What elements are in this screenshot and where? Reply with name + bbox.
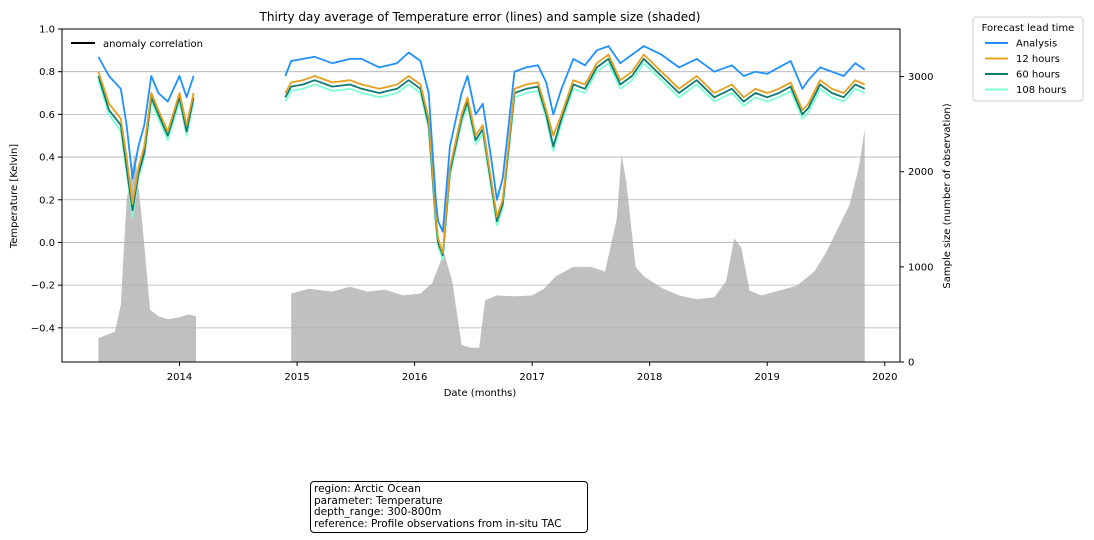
x-tick-label: 2014 — [167, 372, 192, 383]
y-tick-label: 0.8 — [39, 67, 55, 78]
series-line-12-hours — [97, 53, 866, 254]
x-tick-label: 2020 — [872, 372, 897, 383]
series-line-analysis — [97, 45, 866, 233]
info-line-region: region: Arctic Ocean — [314, 483, 421, 495]
y-tick-label: 0.4 — [39, 153, 55, 164]
series-line-60-hours — [97, 58, 866, 257]
y-axis-right: 0 1000 2000 3000 — [900, 72, 933, 369]
grid — [62, 28, 900, 329]
legend: Forecast lead time Analysis 12 hours 60 ho… — [972, 16, 1084, 102]
legend-box — [972, 16, 1084, 102]
y-axis-right-label: Sample size (number of observation) — [942, 103, 953, 288]
sample-size-segment — [98, 152, 196, 362]
inner-legend-label: anomaly correlation — [103, 39, 203, 50]
y-axis-left: −0.4 −0.2 0.0 0.2 0.4 0.6 0.8 1.0 — [31, 25, 62, 334]
y-tick-label: −0.4 — [31, 323, 55, 334]
info-line-reference: reference: Profile observations from in-… — [314, 517, 562, 530]
x-axis: 2014 2015 2016 2017 2018 2019 2020 — [167, 362, 897, 383]
legend-entry-label: Analysis — [1016, 39, 1057, 50]
y-tick-label: 0.0 — [39, 238, 55, 249]
info-line-depth-range: depth_range: 300-800m — [314, 506, 442, 518]
y-right-tick-label: 1000 — [908, 262, 933, 273]
x-tick-label: 2015 — [284, 372, 309, 383]
legend-entry-label: 60 hours — [1016, 70, 1060, 81]
y-right-tick-label: 3000 — [908, 72, 933, 83]
info-box: region: Arctic Ocean parameter: Temperat… — [310, 481, 588, 533]
chart-title: Thirty day average of Temperature error … — [259, 10, 701, 24]
x-tick-label: 2017 — [519, 372, 544, 383]
series-lines — [97, 45, 866, 261]
x-tick-label: 2016 — [402, 372, 427, 383]
y-tick-label: 0.2 — [39, 195, 55, 206]
info-line-parameter: parameter: Temperature — [314, 494, 443, 507]
inner-legend: anomaly correlation — [71, 39, 203, 50]
y-right-tick-label: 0 — [908, 358, 914, 369]
sample-size-segment — [291, 128, 865, 362]
legend-title: Forecast lead time — [982, 23, 1075, 34]
y-tick-label: −0.2 — [31, 281, 55, 292]
x-axis-label: Date (months) — [444, 388, 517, 399]
x-tick-label: 2019 — [754, 372, 779, 383]
y-tick-label: 1.0 — [39, 25, 55, 36]
legend-entries: Analysis 12 hours 60 hours 108 hours — [985, 39, 1066, 96]
y-right-tick-label: 2000 — [908, 167, 933, 178]
x-tick-label: 2018 — [637, 372, 662, 383]
legend-entry-label: 12 hours — [1016, 54, 1060, 65]
y-axis-label: Temperature [Kelvin] — [9, 144, 20, 249]
legend-entry-label: 108 hours — [1016, 85, 1066, 96]
plot-frame — [61, 28, 901, 363]
sample-size-area — [98, 128, 865, 362]
y-tick-label: 0.6 — [39, 110, 55, 121]
